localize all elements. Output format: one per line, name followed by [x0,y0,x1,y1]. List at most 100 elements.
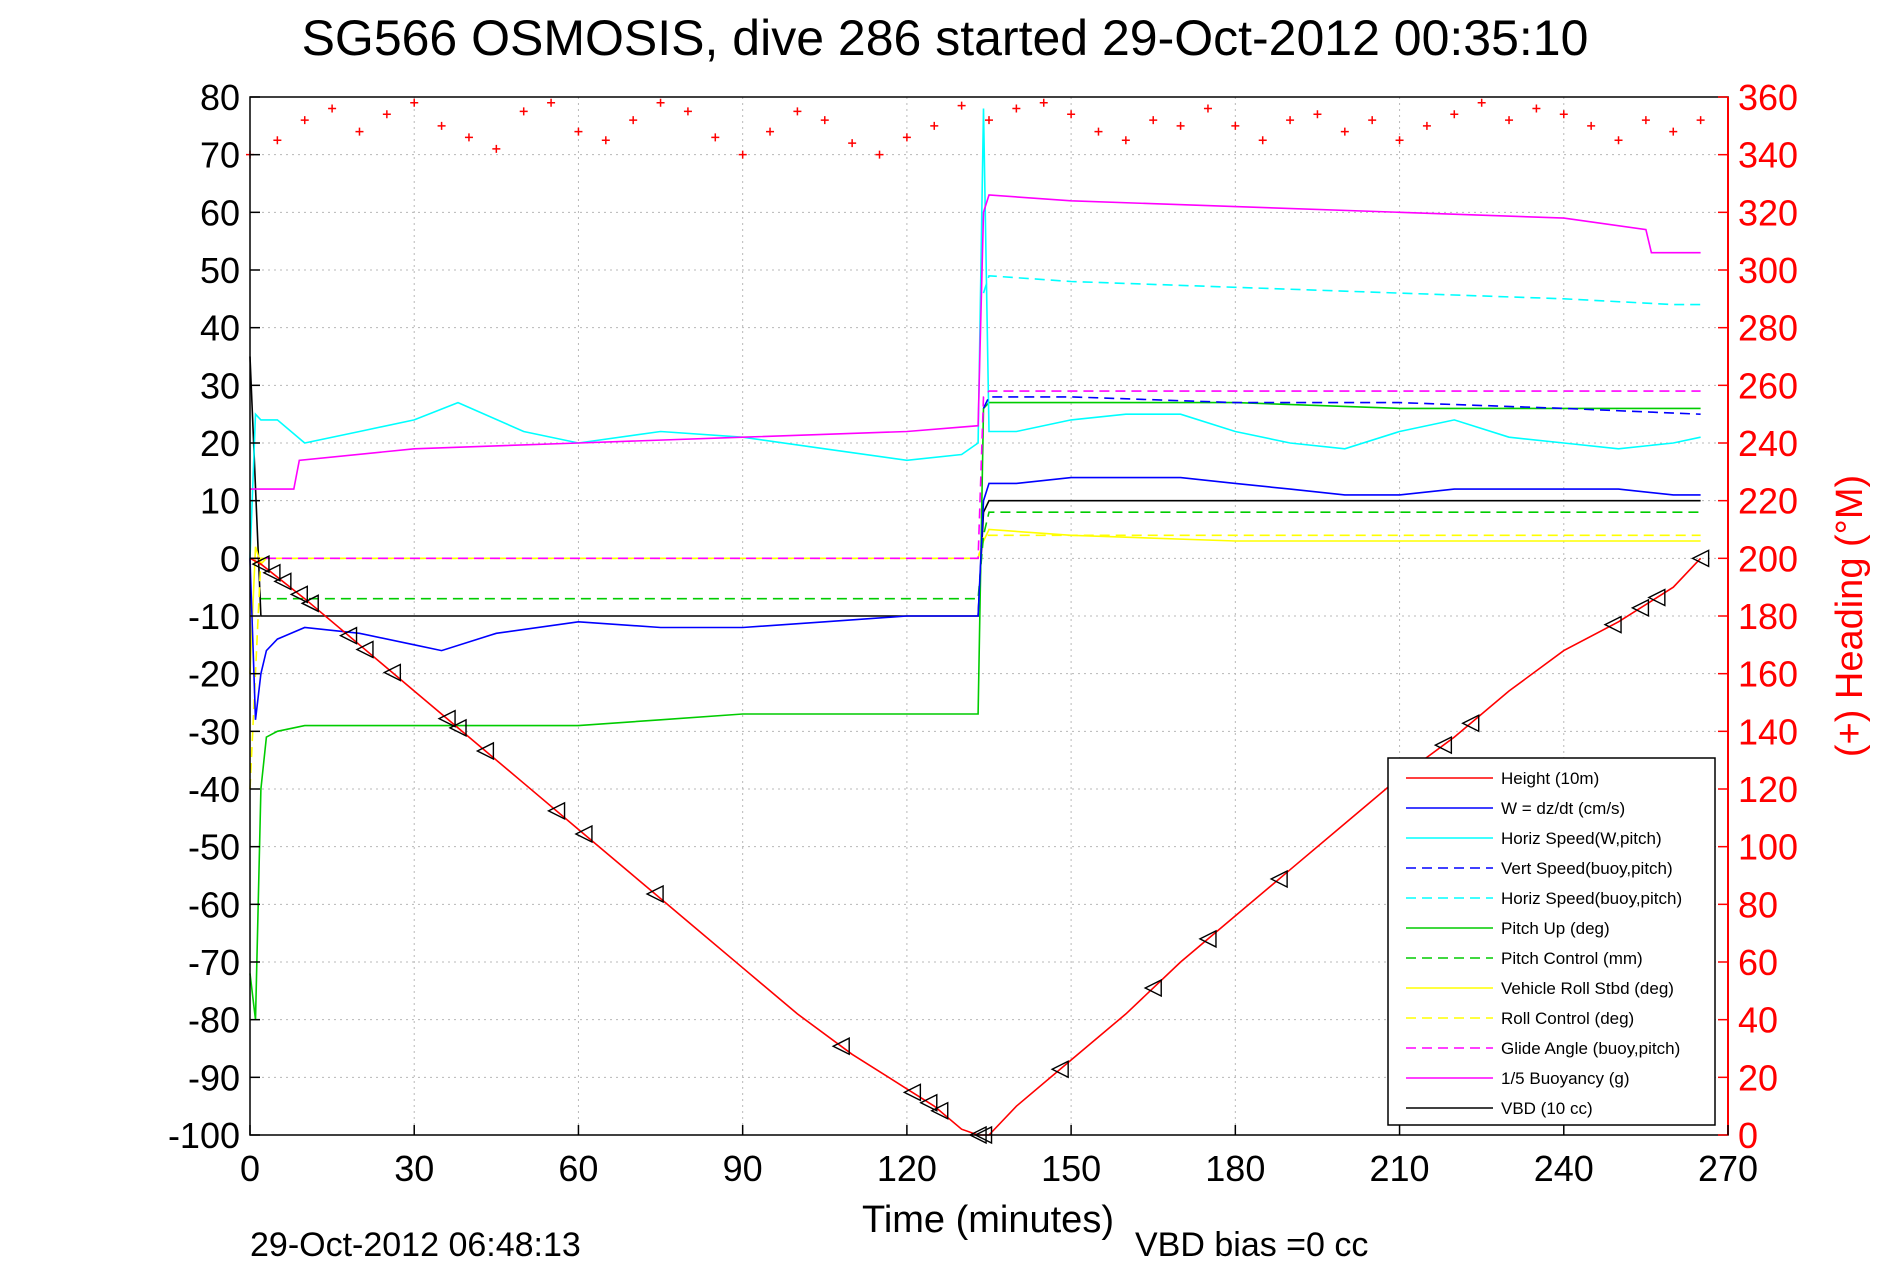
heading-point [1532,104,1541,113]
y2-tick-label: 260 [1738,365,1798,406]
heading-point [519,107,528,116]
triangle-marker [1647,588,1666,607]
heading-point [629,116,638,125]
heading-point [1121,136,1130,145]
y-tick-label: -100 [168,1115,240,1156]
series-line-horiz-w [249,108,1701,559]
heading-point [1286,116,1295,125]
y2-axis-label: (+) Heading (°M) [1829,475,1871,757]
sample-markers [251,549,1710,1145]
heading-point [1669,127,1678,136]
heading-point [1368,116,1377,125]
series-line-vert-buoy [982,396,1701,415]
heading-point [1477,98,1486,107]
y-tick-label: 80 [200,77,240,118]
heading-point [1614,136,1623,145]
y-tick-label: -10 [188,596,240,637]
x-tick-label: 180 [1205,1148,1265,1189]
heading-point [1422,121,1431,130]
legend-label: Roll Control (deg) [1501,1009,1634,1028]
y-tick-label: 10 [200,481,240,522]
heading-point [1149,116,1158,125]
legend-label: Vehicle Roll Stbd (deg) [1501,979,1674,998]
series-line-pitch [249,401,1701,1020]
y-tick-label: 20 [200,423,240,464]
y2-tick-label: 240 [1738,423,1798,464]
triangle-marker [574,824,593,844]
y2-tick-label: 140 [1738,711,1798,752]
heading-point [1696,116,1705,125]
triangle-marker [919,1093,938,1112]
heading-point [273,136,282,145]
y2-tick-label: 280 [1738,308,1798,349]
triangle-marker [475,741,495,761]
heading-point [1450,110,1459,119]
legend-label: Height (10m) [1501,769,1599,788]
y2-tick-label: 220 [1738,481,1798,522]
y-tick-label: 70 [200,135,240,176]
heading-point [437,121,446,130]
y2-tick-label: 160 [1738,654,1798,695]
triangle-marker [902,1083,922,1102]
heading-point [410,98,419,107]
series-line-roll [249,528,1701,674]
heading-point [547,98,556,107]
heading-point [875,150,884,159]
heading-point [328,104,337,113]
x-tick-label: 60 [558,1148,598,1189]
y2-tick-label: 0 [1738,1115,1758,1156]
legend-label: Pitch Control (mm) [1501,949,1643,968]
legend: Height (10m) W = dz/dt (cm/s) Horiz Speed(… [1387,757,1716,1126]
triangle-marker [1198,929,1217,949]
series-line-buoyancy [250,194,1701,490]
y-tick-label: 30 [200,365,240,406]
triangle-marker [1433,736,1453,755]
triangle-marker [448,718,467,738]
triangle-marker [355,640,374,659]
y2-tick-label: 300 [1738,250,1798,291]
triangle-marker [1461,714,1480,733]
y-tick-label: 0 [220,538,240,579]
y-axis-right: 0 20 40 60 80 100 120 140 160 180 200 220 240 260 280 3… [1718,77,1798,1156]
heading-point [985,116,993,125]
triangle-marker [546,801,566,821]
heading-point [1094,127,1103,136]
triangle-marker [251,554,270,574]
triangle-marker [300,594,319,613]
legend-label: VBD (10 cc) [1501,1099,1593,1118]
heading-point [1505,116,1514,125]
heading-point [1012,104,1021,113]
legend-label: Glide Angle (buoy,pitch) [1501,1039,1680,1058]
series-line-w [249,476,1701,720]
x-tick-label: 240 [1534,1148,1594,1189]
x-tick-label: 210 [1370,1148,1430,1189]
x-tick-label: 120 [877,1148,937,1189]
triangle-marker [1603,615,1622,634]
vbd-bias-label: VBD bias =0 cc [1135,1226,1368,1262]
heading-point [1559,110,1568,119]
x-tick-label: 270 [1698,1148,1758,1189]
legend-label: Horiz Speed(W,pitch) [1501,829,1662,848]
heading-point [1395,136,1404,145]
series-line-height [249,557,1702,1136]
y2-tick-label: 320 [1738,192,1798,233]
triangle-marker [1143,978,1162,998]
y-tick-label: 60 [200,192,240,233]
x-tick-label: 0 [240,1148,260,1189]
footer-timestamp: 29-Oct-2012 06:48:13 [250,1226,581,1262]
series-line-roll-control [249,534,1701,790]
y2-tick-label: 20 [1738,1057,1778,1098]
triangle-marker [338,626,358,645]
legend-label: Vert Speed(buoy,pitch) [1501,859,1673,878]
y-axis-left: -100-90-80-70-60-50-40-30-20-10010203040… [168,77,260,1156]
heading-point [766,127,775,136]
x-tick-label: 150 [1041,1148,1101,1189]
legend-label: W = dz/dt (cm/s) [1501,799,1625,818]
series-line-vbd [249,356,1701,617]
y-tick-label: -30 [188,711,240,752]
y2-tick-label: 60 [1738,942,1778,983]
triangle-marker [289,585,308,604]
y-tick-label: -90 [188,1057,240,1098]
heading-series [246,98,1705,159]
heading-point [656,98,665,107]
